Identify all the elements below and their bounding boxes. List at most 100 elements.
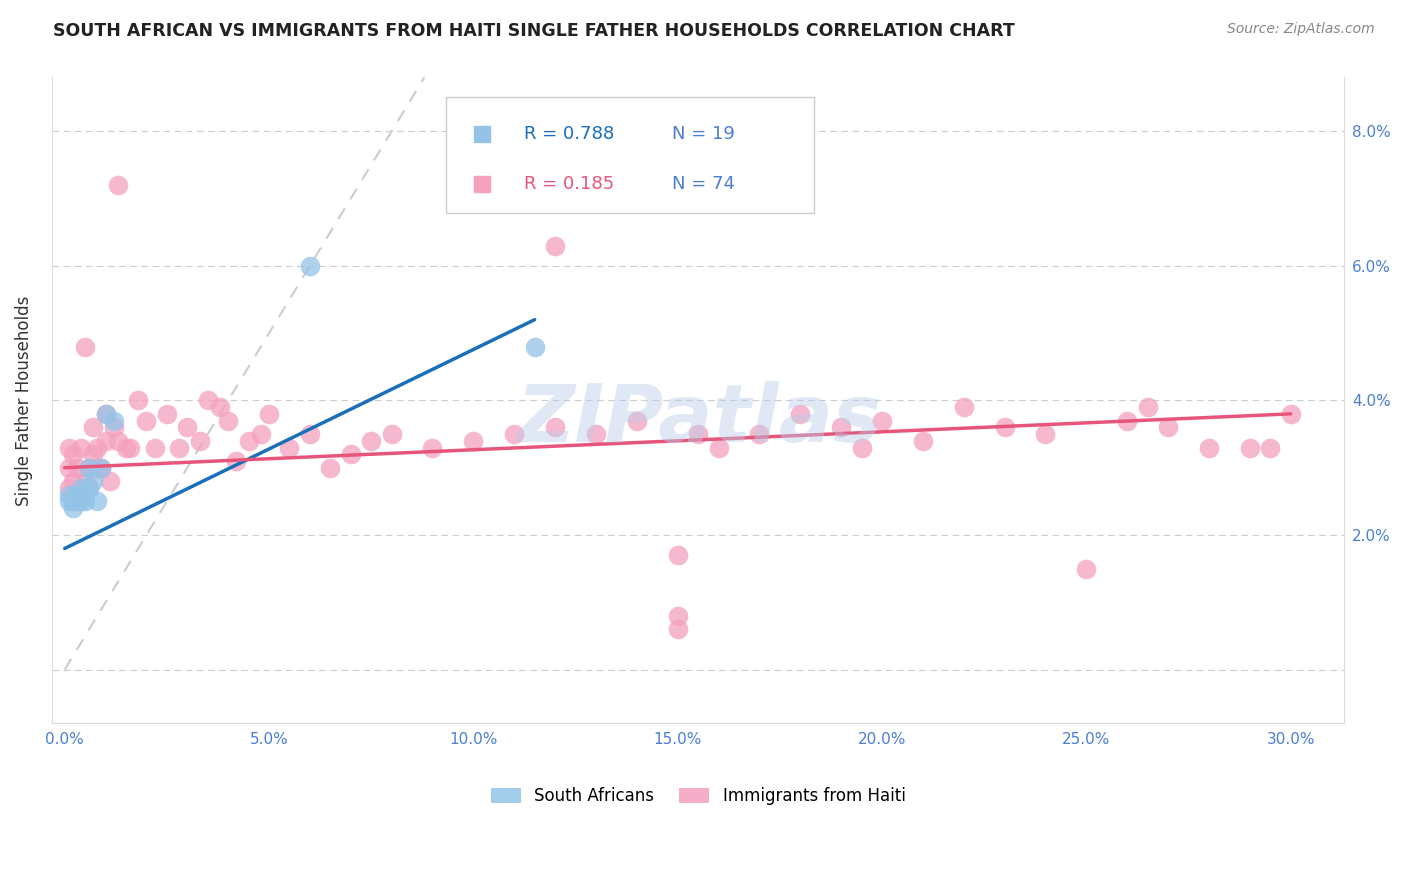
Point — [381, 427, 404, 442]
Point — [503, 427, 526, 442]
Legend: South Africans, Immigrants from Haiti: South Africans, Immigrants from Haiti — [484, 780, 912, 812]
Point — [298, 259, 321, 273]
Point — [666, 548, 689, 562]
Point — [688, 427, 710, 442]
Point — [1239, 441, 1261, 455]
Point — [66, 494, 89, 508]
Point — [62, 474, 84, 488]
Point — [90, 460, 112, 475]
Text: N = 74: N = 74 — [672, 175, 735, 193]
Point — [107, 434, 129, 448]
Point — [1076, 561, 1098, 575]
Point — [278, 441, 301, 455]
Point — [870, 414, 893, 428]
FancyBboxPatch shape — [446, 97, 814, 213]
Point — [75, 474, 97, 488]
Point — [422, 441, 444, 455]
Point — [1279, 407, 1302, 421]
Point — [830, 420, 852, 434]
Point — [75, 487, 97, 501]
Text: R = 0.185: R = 0.185 — [524, 175, 614, 193]
Point — [120, 441, 142, 455]
Point — [94, 407, 117, 421]
Point — [250, 427, 273, 442]
Point — [94, 407, 117, 421]
Point — [666, 622, 689, 636]
Point — [58, 481, 80, 495]
Point — [217, 414, 239, 428]
Point — [127, 393, 149, 408]
Point — [58, 441, 80, 455]
Point — [851, 441, 873, 455]
Point — [86, 494, 108, 508]
Point — [707, 441, 730, 455]
Point — [238, 434, 260, 448]
Point — [75, 340, 97, 354]
Point — [70, 494, 93, 508]
Point — [115, 441, 138, 455]
Point — [1198, 441, 1220, 455]
Point — [1258, 441, 1281, 455]
Point — [77, 481, 100, 495]
Point — [107, 178, 129, 193]
Point — [103, 420, 125, 434]
Point — [75, 494, 97, 508]
Point — [585, 427, 607, 442]
Point — [1035, 427, 1057, 442]
Point — [176, 420, 198, 434]
Point — [748, 427, 770, 442]
Point — [789, 407, 811, 421]
Point — [298, 427, 321, 442]
Point — [77, 481, 100, 495]
Point — [666, 608, 689, 623]
Point — [626, 414, 648, 428]
Point — [86, 441, 108, 455]
Text: ZIPatlas: ZIPatlas — [516, 381, 880, 458]
Point — [66, 460, 89, 475]
Point — [360, 434, 382, 448]
Point — [544, 238, 567, 252]
Point — [98, 474, 121, 488]
Text: N = 19: N = 19 — [672, 125, 735, 144]
Point — [58, 487, 80, 501]
Point — [77, 460, 100, 475]
Point — [94, 434, 117, 448]
Point — [143, 441, 166, 455]
Point — [77, 460, 100, 475]
Point — [994, 420, 1017, 434]
Point — [70, 441, 93, 455]
Text: SOUTH AFRICAN VS IMMIGRANTS FROM HAITI SINGLE FATHER HOUSEHOLDS CORRELATION CHAR: SOUTH AFRICAN VS IMMIGRANTS FROM HAITI S… — [53, 22, 1015, 40]
Point — [208, 400, 231, 414]
Point — [66, 487, 89, 501]
Point — [86, 460, 108, 475]
Point — [952, 400, 974, 414]
Point — [1157, 420, 1180, 434]
Point — [544, 420, 567, 434]
Point — [523, 340, 546, 354]
Point — [62, 501, 84, 516]
Point — [1116, 414, 1139, 428]
Text: Source: ZipAtlas.com: Source: ZipAtlas.com — [1227, 22, 1375, 37]
Y-axis label: Single Father Households: Single Father Households — [15, 295, 32, 506]
Point — [82, 447, 104, 461]
Point — [911, 434, 934, 448]
Point — [319, 460, 342, 475]
Point — [1136, 400, 1159, 414]
Point — [62, 494, 84, 508]
Point — [197, 393, 219, 408]
Point — [188, 434, 211, 448]
Point — [66, 487, 89, 501]
Point — [70, 481, 93, 495]
Point — [167, 441, 190, 455]
Point — [225, 454, 247, 468]
Point — [463, 434, 485, 448]
Point — [135, 414, 157, 428]
Point — [156, 407, 179, 421]
Point — [62, 447, 84, 461]
Point — [103, 414, 125, 428]
Text: R = 0.788: R = 0.788 — [524, 125, 614, 144]
Point — [82, 474, 104, 488]
Point — [58, 494, 80, 508]
Point — [90, 460, 112, 475]
Point — [339, 447, 361, 461]
